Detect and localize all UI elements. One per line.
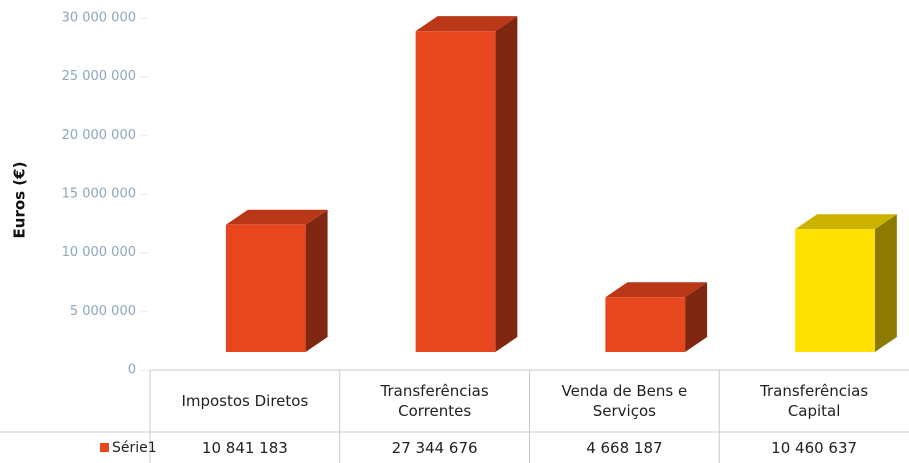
bar-side bbox=[685, 282, 708, 352]
category-label: Transferências Capital bbox=[760, 382, 869, 420]
value-label: 4 668 187 bbox=[586, 438, 663, 457]
bar bbox=[605, 297, 686, 352]
y-axis-label: Euros (€) bbox=[11, 162, 29, 239]
bar bbox=[415, 31, 496, 353]
bar-top bbox=[605, 282, 708, 298]
bar bbox=[225, 224, 306, 352]
bar-side bbox=[495, 16, 518, 353]
legend-swatch bbox=[100, 443, 109, 452]
value-label: 27 344 676 bbox=[391, 438, 478, 457]
category-label: Impostos Diretos bbox=[181, 392, 309, 410]
bar-side bbox=[305, 209, 328, 352]
legend-label: Série1 bbox=[112, 440, 157, 456]
category-label: Venda de Bens e Serviços bbox=[561, 382, 688, 420]
bar-side bbox=[874, 214, 897, 352]
y-tick-label: 25 000 000 bbox=[62, 69, 136, 84]
value-label: 10 841 183 bbox=[201, 438, 288, 457]
value-label: 10 460 637 bbox=[771, 438, 858, 457]
y-tick-label: 10 000 000 bbox=[62, 245, 136, 260]
bar-top bbox=[415, 16, 518, 32]
bar-top bbox=[225, 209, 328, 225]
y-tick-label: 5 000 000 bbox=[70, 304, 136, 319]
y-tick-label: 0 bbox=[128, 363, 136, 378]
y-tick-label: 20 000 000 bbox=[62, 128, 136, 143]
bar-top bbox=[795, 214, 897, 230]
y-tick-label: 30 000 000 bbox=[62, 11, 136, 26]
bar bbox=[795, 229, 875, 352]
y-tick-label: 15 000 000 bbox=[62, 187, 136, 202]
category-label: Transferências Correntes bbox=[380, 382, 489, 420]
